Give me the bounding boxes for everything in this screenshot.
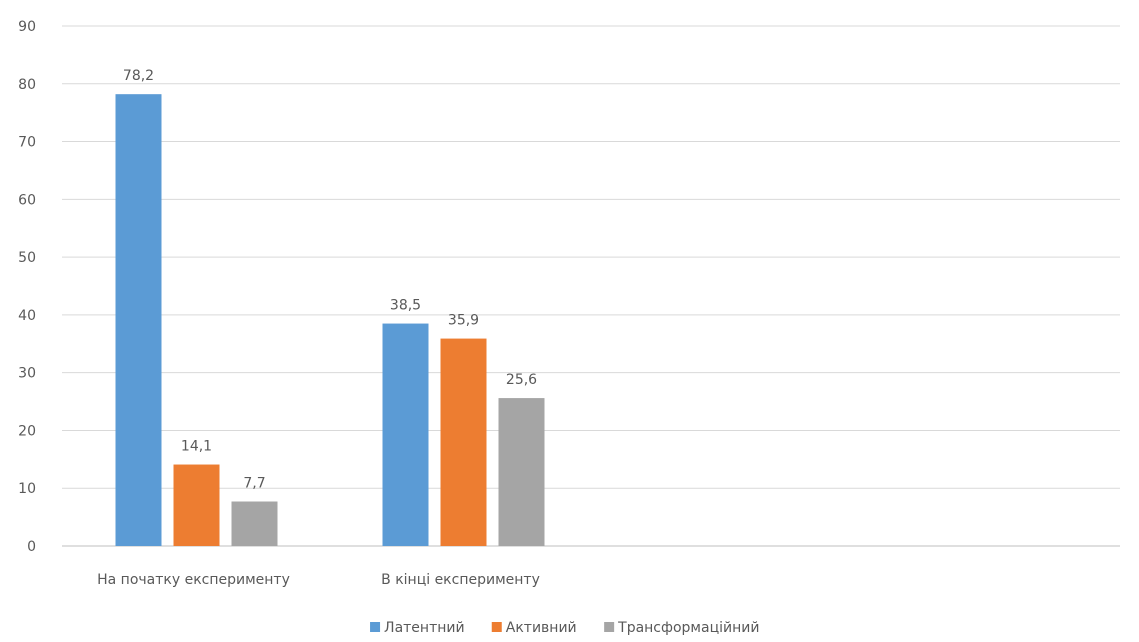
- y-tick-label: 40: [18, 308, 36, 324]
- bar: [115, 94, 162, 546]
- bar: [498, 398, 545, 546]
- legend: Латентний Активний Трансформаційний: [370, 620, 759, 636]
- y-tick-label: 70: [18, 135, 36, 151]
- legend-label: Трансформаційний: [617, 620, 759, 636]
- data-label: 78,2: [123, 68, 154, 84]
- x-axis-category-labels: На початку експерименту В кінці експериме…: [97, 572, 540, 588]
- y-tick-label: 60: [18, 192, 36, 208]
- y-tick-label: 20: [18, 423, 36, 439]
- y-tick-label: 0: [27, 539, 36, 555]
- y-tick-label: 90: [18, 19, 36, 35]
- data-label: 25,6: [506, 372, 537, 388]
- legend-swatch: [491, 622, 502, 632]
- x-category-label: На початку експерименту: [97, 572, 290, 588]
- bar: [440, 338, 487, 546]
- legend-label: Латентний: [384, 620, 465, 636]
- bars: [115, 94, 545, 546]
- data-label: 7,7: [243, 476, 265, 492]
- data-labels: 78,2 14,1 7,7 38,5 35,9 25,6: [123, 68, 537, 491]
- y-tick-label: 10: [18, 481, 36, 497]
- y-tick-label: 80: [18, 77, 36, 93]
- y-tick-label: 30: [18, 366, 36, 382]
- bar: [382, 323, 429, 546]
- data-label: 38,5: [390, 298, 421, 314]
- x-category-label: В кінці експерименту: [381, 572, 540, 588]
- legend-swatch: [370, 622, 381, 632]
- data-label: 35,9: [448, 313, 479, 329]
- y-tick-label: 50: [18, 250, 36, 266]
- data-label: 14,1: [181, 439, 212, 455]
- y-axis-tick-labels: 0 10 20 30 40 50 60 70 80 90: [18, 19, 36, 555]
- bar: [173, 464, 220, 546]
- bar: [231, 501, 278, 546]
- gridlines: [62, 25, 1120, 547]
- legend-label: Активний: [506, 620, 577, 636]
- legend-swatch: [604, 622, 615, 632]
